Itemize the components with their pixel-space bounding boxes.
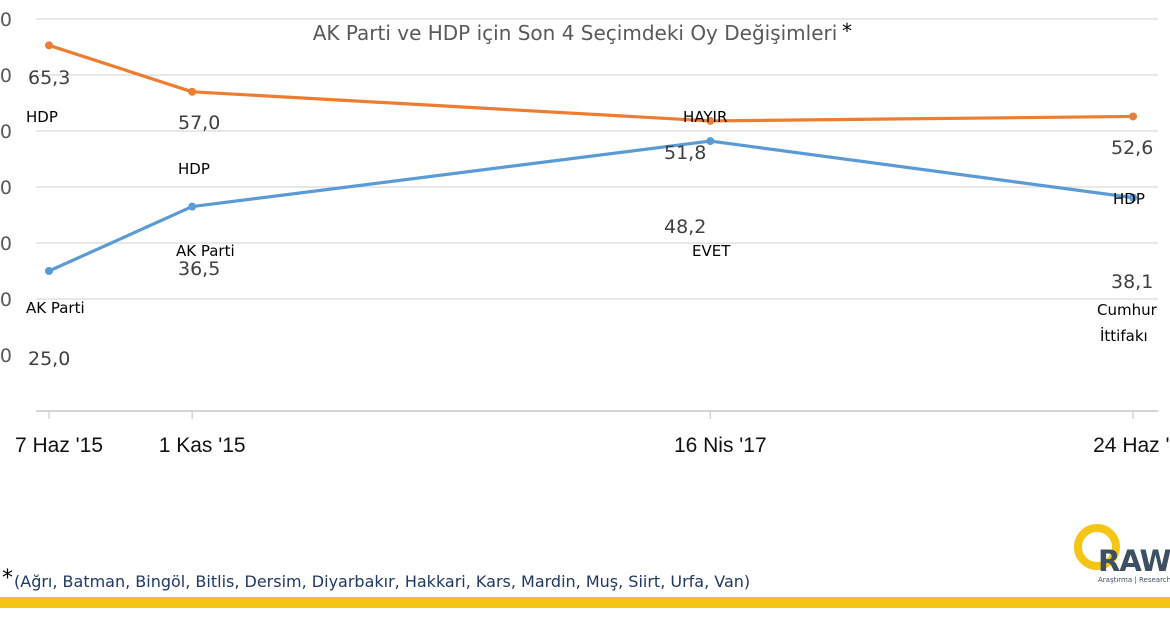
data-point xyxy=(188,202,197,211)
y-tick-label: 0 xyxy=(0,121,12,143)
value-label: 52,6 xyxy=(1111,137,1153,159)
logo-subtitle: Araştırma | Research | Lêkolîn xyxy=(1098,576,1170,584)
data-point xyxy=(188,87,197,96)
point-label: İttifakı xyxy=(1100,326,1148,345)
point-label: AK Parti xyxy=(176,242,235,260)
y-tick-label: 0 xyxy=(0,345,12,367)
x-tick-label: 24 Haz '18 xyxy=(1093,434,1170,457)
data-point xyxy=(1129,193,1137,202)
value-label: 36,5 xyxy=(178,258,220,280)
x-tick-label: 7 Haz '15 xyxy=(15,434,103,457)
value-label: 25,0 xyxy=(28,348,70,370)
y-tick-label: 0 xyxy=(0,65,12,87)
y-tick-label: 0 xyxy=(0,177,12,199)
data-point xyxy=(45,267,53,275)
logo-ring-icon xyxy=(1074,524,1120,570)
value-label: 57,0 xyxy=(178,112,220,134)
rawes-logo: RAWES Araştırma | Research | Lêkolîn xyxy=(1074,520,1170,590)
chart-title-marker: * xyxy=(842,19,852,43)
point-label: Cumhur xyxy=(1097,301,1158,319)
value-label: 51,8 xyxy=(664,142,706,164)
data-labels: 65,3 57,0 51,8 52,6 HDP HDP HAYIR HDP 25,0 36,5 48… xyxy=(26,67,1158,370)
y-axis-ticks: 0 0 0 0 0 0 0 xyxy=(0,9,12,367)
value-label: 38,1 xyxy=(1111,271,1153,293)
point-label: HDP xyxy=(178,160,210,178)
data-point xyxy=(45,41,53,50)
accent-bar xyxy=(0,597,1170,608)
series-line xyxy=(48,43,1134,123)
point-label: HAYIR xyxy=(683,108,727,126)
footnote-text: (Ağrı, Batman, Bingöl, Bitlis, Dersim, D… xyxy=(14,572,751,591)
point-label: AK Parti xyxy=(26,299,85,317)
series-group xyxy=(45,41,1137,275)
point-label: EVET xyxy=(692,242,731,260)
footnote-marker: * xyxy=(2,566,13,591)
x-axis: 7 Haz '15 1 Kas '15 16 Nis '17 24 Haz '18 xyxy=(15,411,1170,457)
x-tick-label: 16 Nis '17 xyxy=(674,434,767,457)
data-point xyxy=(1129,112,1137,121)
y-tick-label: 0 xyxy=(0,233,12,255)
data-point xyxy=(706,137,715,146)
y-tick-label: 0 xyxy=(0,9,12,31)
value-label: 65,3 xyxy=(28,67,70,89)
logo-name: RAWES xyxy=(1098,544,1170,578)
x-tick-label: 1 Kas '15 xyxy=(159,434,246,457)
y-tick-label: 0 xyxy=(0,289,12,311)
gridlines xyxy=(36,18,1158,412)
point-label: HDP xyxy=(26,108,58,126)
series-line xyxy=(48,139,1134,273)
value-label: 48,2 xyxy=(664,216,706,238)
data-point xyxy=(706,116,715,125)
chart-title: AK Parti ve HDP için Son 4 Seçimdeki Oy … xyxy=(313,21,838,45)
point-label: HDP xyxy=(1113,190,1145,208)
